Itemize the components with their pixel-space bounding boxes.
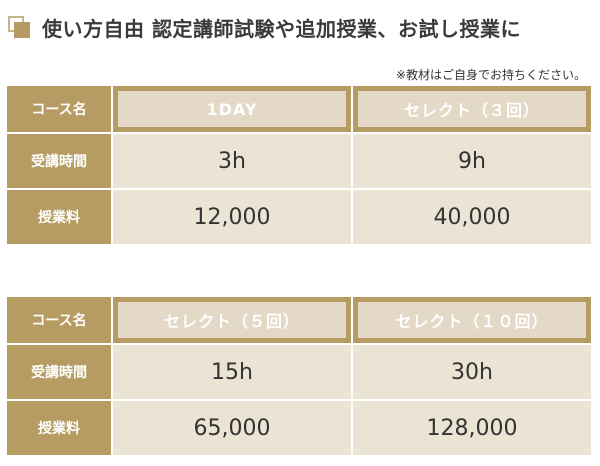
- hours-value: 30h: [352, 344, 592, 400]
- row-header-course: コース名: [6, 85, 112, 133]
- table-row: コース名 1DAY セレクト（３回）: [6, 85, 592, 133]
- table-row: 授業料 12,000 40,000: [6, 189, 592, 245]
- course-name: セレクト（５回）: [118, 302, 346, 338]
- course-name: セレクト（３回）: [358, 91, 586, 127]
- course-name-cell: 1DAY: [112, 85, 352, 133]
- course-name: 1DAY: [118, 91, 346, 127]
- table-row: 授業料 65,000 128,000: [6, 400, 592, 456]
- fee-value: 40,000: [352, 189, 592, 245]
- course-name-cell: セレクト（１０回）: [352, 296, 592, 344]
- section-heading: 使い方自由 認定講師試験や追加授業、お試し授業に: [8, 12, 521, 42]
- row-header-hours: 受講時間: [6, 133, 112, 189]
- table-row: 受講時間 3h 9h: [6, 133, 592, 189]
- hours-value: 3h: [112, 133, 352, 189]
- fee-value: 12,000: [112, 189, 352, 245]
- fee-value: 65,000: [112, 400, 352, 456]
- course-name: セレクト（１０回）: [358, 302, 586, 338]
- table-row: 受講時間 15h 30h: [6, 344, 592, 400]
- row-header-fee: 授業料: [6, 400, 112, 456]
- row-header-hours: 受講時間: [6, 344, 112, 400]
- hours-value: 9h: [352, 133, 592, 189]
- square-bullet-icon: [8, 16, 30, 38]
- row-header-course: コース名: [6, 296, 112, 344]
- hours-value: 15h: [112, 344, 352, 400]
- fee-value: 128,000: [352, 400, 592, 456]
- row-header-fee: 授業料: [6, 189, 112, 245]
- heading-title: 使い方自由 認定講師試験や追加授業、お試し授業に: [42, 16, 521, 41]
- price-table-1: コース名 1DAY セレクト（３回） 受講時間 3h 9h 授業料 12,000…: [6, 85, 592, 245]
- price-table-2: コース名 セレクト（５回） セレクト（１０回） 受講時間 15h 30h 授業料…: [6, 296, 592, 456]
- course-name-cell: セレクト（３回）: [352, 85, 592, 133]
- materials-note: ※教材はご自身でお持ちください。: [395, 68, 586, 82]
- course-name-cell: セレクト（５回）: [112, 296, 352, 344]
- table-row: コース名 セレクト（５回） セレクト（１０回）: [6, 296, 592, 344]
